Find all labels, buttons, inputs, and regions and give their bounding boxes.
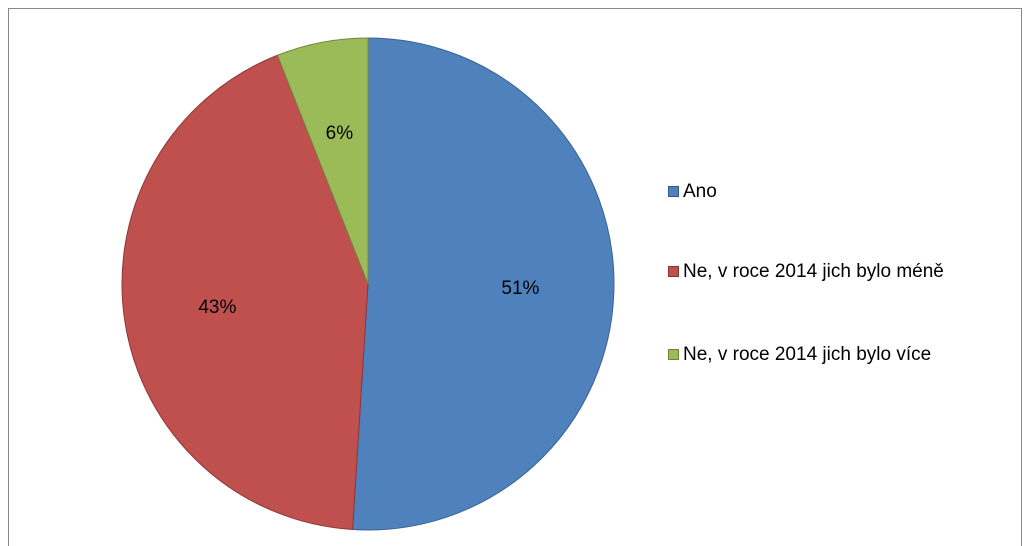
data-label: 6% [326,123,354,144]
legend-swatch [668,349,679,360]
legend-swatch [668,266,679,277]
legend-item: Ano [668,176,988,207]
legend-item: Ne, v roce 2014 jich bylo více [668,339,988,370]
pie-slice [276,37,369,285]
data-label: 43% [198,297,236,318]
pie-slice [352,37,615,531]
pie-slice [121,54,369,531]
legend-label: Ne, v roce 2014 jich bylo více [683,344,932,365]
legend-label: Ano [683,181,717,202]
data-label: 51% [501,278,539,299]
legend-label: Ne, v roce 2014 jich bylo méně [683,261,944,282]
legend-swatch [668,186,679,197]
legend-item: Ne, v roce 2014 jich bylo méně [668,256,988,287]
